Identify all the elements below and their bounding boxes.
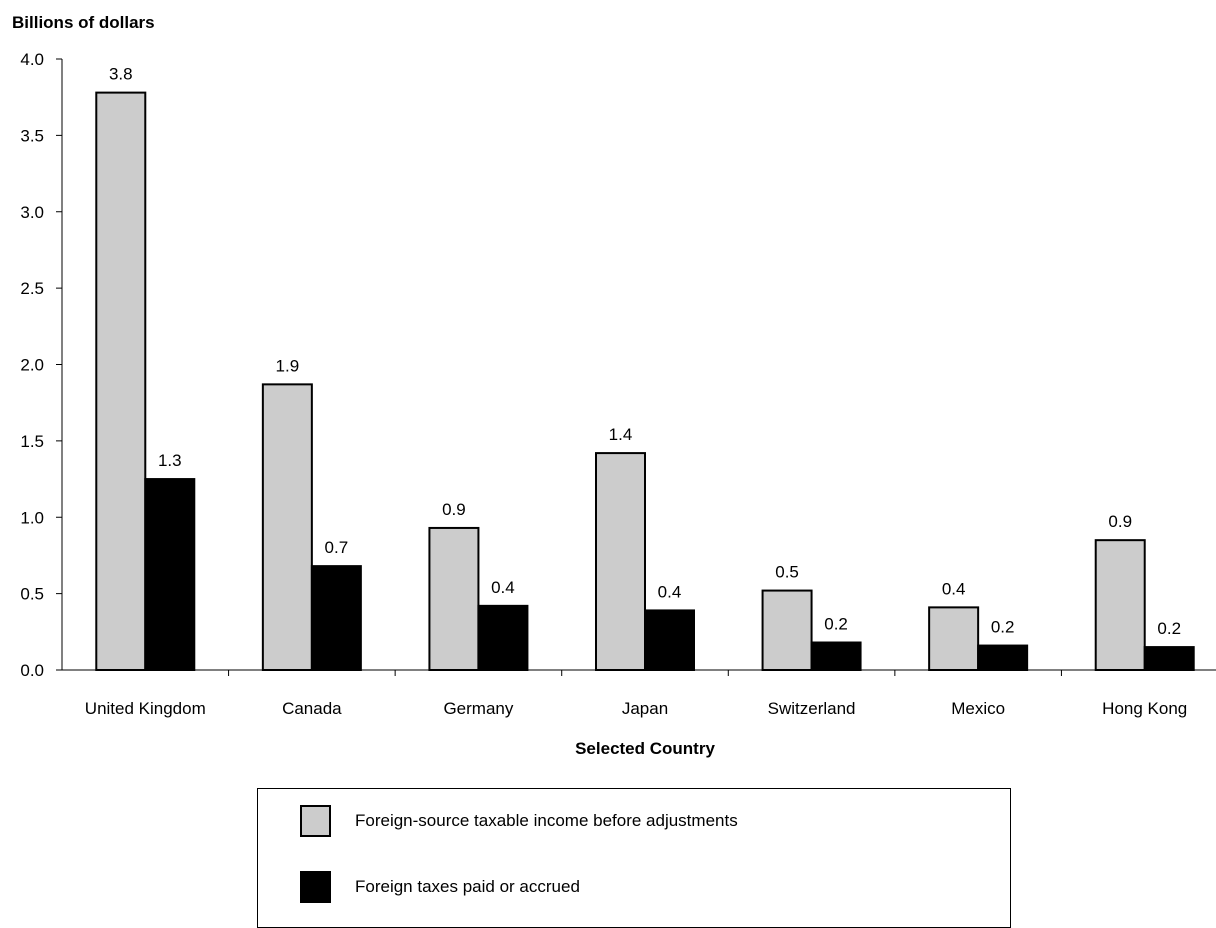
data-label: 1.3 xyxy=(158,451,182,470)
legend-item-income: Foreign-source taxable income before adj… xyxy=(300,803,738,839)
bar-income xyxy=(261,383,313,671)
data-label: 3.8 xyxy=(109,65,133,84)
x-tick-label: Canada xyxy=(282,699,342,718)
data-label: 0.4 xyxy=(942,579,966,598)
x-tick-label: Hong Kong xyxy=(1102,699,1187,718)
bar-income xyxy=(595,452,646,671)
bar-taxes xyxy=(977,644,1029,671)
x-tick-label: Mexico xyxy=(951,699,1005,718)
y-tick-label: 3.0 xyxy=(20,203,44,222)
data-label: 0.4 xyxy=(491,578,515,597)
data-label: 0.5 xyxy=(775,563,799,582)
y-tick-label: 4.0 xyxy=(20,50,44,69)
y-tick-label: 2.0 xyxy=(20,356,44,375)
y-tick-label: 2.5 xyxy=(20,279,44,298)
x-tick-label: Japan xyxy=(622,699,668,718)
data-labels: 3.8 1.9 0.9 1.4 0.5 0.4 0.9 1.3 0.7 0.4 0.4 0.2 0.2 0… xyxy=(109,65,1181,638)
bar-taxes xyxy=(477,604,529,671)
y-tick-label: 0.5 xyxy=(20,585,44,604)
x-tick-label: Switzerland xyxy=(768,699,856,718)
data-label: 1.4 xyxy=(609,425,633,444)
x-tick-label: United Kingdom xyxy=(85,699,206,718)
data-label: 0.7 xyxy=(325,538,349,557)
bar-income xyxy=(928,606,980,671)
bar-income xyxy=(1094,539,1146,671)
legend-swatch-income xyxy=(300,805,331,837)
x-axis-title: Selected Country xyxy=(575,739,715,758)
legend-swatch-taxes xyxy=(300,871,331,903)
bar-income xyxy=(761,589,813,672)
axes: 0.0 0.5 1.0 1.5 2.0 2.5 3.0 3.5 4.0 United Kingdo… xyxy=(20,50,1216,718)
data-label: 0.9 xyxy=(442,500,466,519)
bar-taxes xyxy=(644,609,695,671)
bar-income xyxy=(95,91,147,672)
data-label: 0.2 xyxy=(1157,619,1181,638)
data-label: 0.9 xyxy=(1108,512,1132,531)
bars xyxy=(95,91,1195,672)
bar-taxes xyxy=(810,641,862,672)
y-axis-title: Billions of dollars xyxy=(12,13,155,32)
bar-income xyxy=(428,526,480,671)
legend-item-taxes: Foreign taxes paid or accrued xyxy=(300,869,580,905)
legend-label-taxes: Foreign taxes paid or accrued xyxy=(355,877,580,896)
data-label: 0.2 xyxy=(991,618,1015,637)
bar-taxes xyxy=(310,565,362,672)
y-tick-label: 1.5 xyxy=(20,432,44,451)
bar-taxes xyxy=(1143,646,1195,672)
data-label: 0.2 xyxy=(824,615,848,634)
legend-label-income: Foreign-source taxable income before adj… xyxy=(355,811,738,830)
data-label: 0.4 xyxy=(658,582,682,601)
bar-chart: Billions of dollars 0.0 0.5 1.0 1.5 2.0 2.5 3.… xyxy=(12,13,1216,758)
x-tick-label: Germany xyxy=(443,699,513,718)
bar-taxes xyxy=(144,478,196,671)
y-tick-label: 0.0 xyxy=(20,661,44,680)
data-label: 1.9 xyxy=(276,356,300,375)
y-tick-label: 3.5 xyxy=(20,126,44,145)
y-tick-label: 1.0 xyxy=(20,508,44,527)
legend: Foreign-source taxable income before adj… xyxy=(257,788,1011,928)
